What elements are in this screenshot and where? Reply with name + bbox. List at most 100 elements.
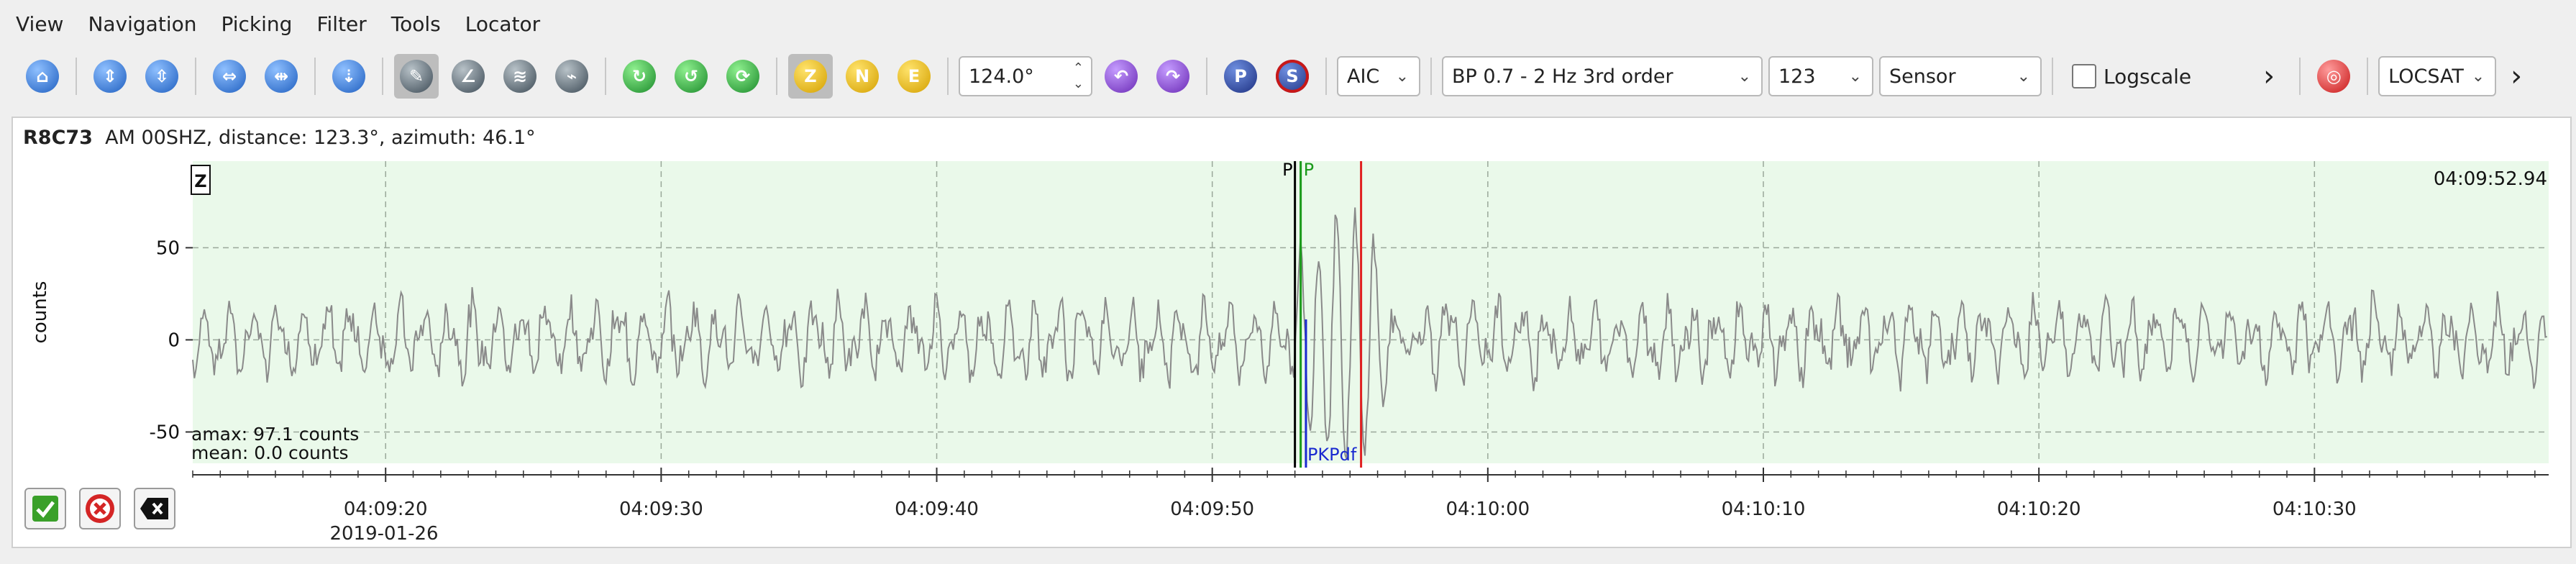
- refresh-button[interactable]: ⟳: [721, 54, 765, 99]
- angle-icon: ∠: [452, 60, 485, 93]
- menu-locator[interactable]: Locator: [465, 12, 541, 36]
- rotate-left-icon: ↶: [1105, 60, 1138, 93]
- measure-button[interactable]: ∠: [446, 54, 490, 99]
- pick-p-label: P: [1282, 160, 1292, 180]
- menu-navigation[interactable]: Navigation: [88, 12, 197, 36]
- pick-mode-button[interactable]: ✎: [394, 54, 439, 99]
- align-button[interactable]: ⇣: [326, 54, 371, 99]
- collapse-vertical-icon: ⇳: [145, 60, 178, 93]
- toolbar-separator: [1325, 58, 1327, 95]
- trace-icon: ⌁: [555, 60, 588, 93]
- pick-pkpdf-label: PKPdf: [1307, 445, 1357, 465]
- spin-arrows-icon[interactable]: ⌃ ⌄: [1072, 60, 1084, 91]
- toolbar-separator: [76, 58, 77, 95]
- picker-method-select[interactable]: AIC ⌄: [1337, 56, 1420, 96]
- spectrum-icon: ≋: [503, 60, 536, 93]
- picker-method-value: AIC: [1347, 65, 1380, 88]
- menu-view[interactable]: View: [16, 12, 64, 36]
- collapse-horizontal-icon: ⇹: [265, 60, 298, 93]
- filter-select[interactable]: BP 0.7 - 2 Hz 3rd order ⌄: [1442, 56, 1763, 96]
- station-details: AM 00SHZ, distance: 123.3°, azimuth: 46.…: [105, 127, 536, 149]
- amax-label: amax: 97.1 counts: [191, 424, 359, 445]
- rotate-right-button[interactable]: ↷: [1151, 54, 1195, 99]
- pick-s-icon: S: [1276, 60, 1309, 93]
- toolbar-separator: [382, 58, 383, 95]
- rotate-icon: ↻: [623, 60, 656, 93]
- trace-button[interactable]: ⌁: [549, 54, 594, 99]
- unit-select[interactable]: Sensor ⌄: [1879, 56, 2042, 96]
- rotate-button[interactable]: ↻: [617, 54, 662, 99]
- locator-select[interactable]: LOCSAT ⌄: [2378, 56, 2497, 96]
- toolbar-separator: [1430, 58, 1432, 95]
- target-icon: ◎: [2317, 60, 2351, 93]
- pick-p-auto-label: P: [1304, 160, 1314, 180]
- mean-label: mean: 0.0 counts: [191, 442, 349, 463]
- align-icon: ⇣: [332, 60, 365, 93]
- y-tick-labels: 50 0 -50: [150, 237, 180, 443]
- toolbar-overflow-button[interactable]: ›: [2263, 60, 2275, 93]
- x-tick-label: 04:10:20: [1997, 499, 2081, 520]
- y-axis-label: counts: [29, 281, 51, 344]
- station-code: R8C73: [23, 127, 93, 149]
- chevron-down-icon: ⌄: [1848, 68, 1862, 86]
- pick-markers[interactable]: P P PKPdf: [1282, 160, 1363, 468]
- x-tick-label: 04:09:50: [1170, 499, 1254, 520]
- trace-panel: R8C73 AM 00SHZ, distance: 123.3°, azimut…: [12, 117, 2572, 548]
- component-n-button[interactable]: N: [840, 54, 885, 99]
- home-icon: ⌂: [26, 60, 59, 93]
- menu-tools[interactable]: Tools: [390, 12, 441, 36]
- collapse-vertical-button[interactable]: ⇳: [140, 54, 184, 99]
- spectrum-button[interactable]: ≋: [498, 54, 542, 99]
- checkmark-icon: [32, 496, 58, 522]
- menu-filter[interactable]: Filter: [316, 12, 367, 36]
- locator-more-button[interactable]: ›: [2511, 60, 2523, 93]
- expand-horizontal-button[interactable]: ⇔: [207, 54, 252, 99]
- expand-vertical-button[interactable]: ⇕: [88, 54, 132, 99]
- component-badge: [191, 165, 211, 195]
- home-button[interactable]: ⌂: [20, 54, 65, 99]
- pick-icon: ✎: [400, 60, 433, 93]
- cancel-icon: [86, 494, 114, 523]
- expand-horizontal-icon: ⇔: [213, 60, 246, 93]
- rotate-back-icon: ↺: [675, 60, 708, 93]
- toolbar-separator: [605, 58, 606, 95]
- component-z-button[interactable]: Z: [788, 54, 833, 99]
- pick-p-button[interactable]: P: [1218, 54, 1263, 99]
- x-tick-label: 04:09:20: [344, 499, 428, 520]
- menu-picking[interactable]: Picking: [221, 12, 293, 36]
- numeric-select[interactable]: 123 ⌄: [1768, 56, 1873, 96]
- y-tick-label: 0: [168, 329, 180, 351]
- pick-s-button[interactable]: S: [1270, 54, 1315, 99]
- seismogram-chart[interactable]: 500-50 04:09:20 04:09:30 04:09:40 04:09:50 0…: [13, 118, 2570, 547]
- toolbar-separator: [2052, 58, 2053, 95]
- chevron-down-icon: ⌄: [1737, 68, 1751, 86]
- rotate-right-icon: ↷: [1156, 60, 1189, 93]
- numeric-value: 123: [1778, 65, 1816, 88]
- expand-vertical-icon: ⇕: [93, 60, 127, 93]
- reject-button[interactable]: [79, 488, 121, 529]
- toolbar-separator: [314, 58, 316, 95]
- x-tick-label: 04:10:10: [1722, 499, 1806, 520]
- angle-spinbox[interactable]: 124.0° ⌃ ⌄: [959, 56, 1092, 96]
- rotate-back-button[interactable]: ↺: [669, 54, 713, 99]
- logscale-label: Logscale: [2104, 64, 2192, 88]
- station-info: R8C73 AM 00SHZ, distance: 123.3°, azimut…: [23, 127, 536, 149]
- y-tick-label: -50: [150, 422, 180, 443]
- x-tick-labels: 04:09:20 04:09:30 04:09:40 04:09:50 04:10:00…: [344, 499, 2357, 520]
- rotate-left-button[interactable]: ↶: [1099, 54, 1143, 99]
- collapse-horizontal-button[interactable]: ⇹: [259, 54, 303, 99]
- time-readout: 04:09:52.94: [2434, 168, 2547, 190]
- toolbar-separator: [195, 58, 196, 95]
- toolbar-separator: [2299, 58, 2301, 95]
- clear-button[interactable]: [134, 488, 175, 529]
- backspace-icon: [140, 498, 168, 519]
- date-label: 2019-01-26: [329, 523, 438, 545]
- accept-button[interactable]: [24, 488, 66, 529]
- waveform-trace: [192, 207, 2547, 460]
- x-tick-label: 04:09:40: [895, 499, 979, 520]
- filter-value: BP 0.7 - 2 Hz 3rd order: [1452, 65, 1673, 88]
- locate-button[interactable]: ◎: [2311, 54, 2356, 99]
- component-e-button[interactable]: E: [892, 54, 936, 99]
- x-tick-label: 04:09:30: [619, 499, 703, 520]
- logscale-checkbox[interactable]: [2072, 64, 2096, 88]
